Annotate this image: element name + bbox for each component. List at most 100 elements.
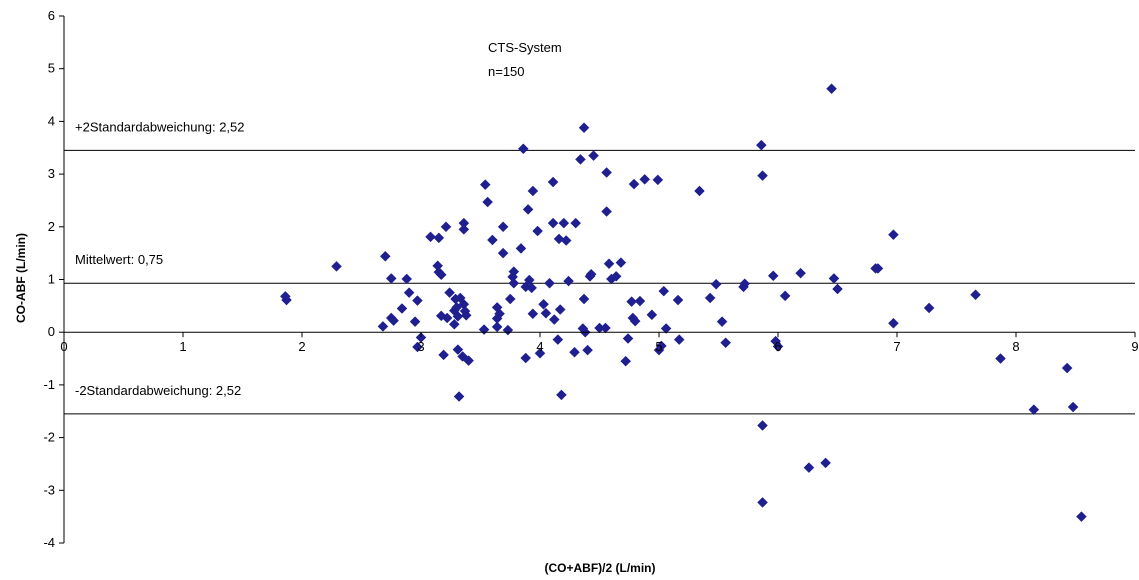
data-point — [772, 341, 784, 352]
data-point — [482, 196, 493, 208]
data-point — [600, 322, 611, 334]
data-point — [548, 314, 560, 325]
y-tick-label: 3 — [48, 166, 55, 181]
chart-subtitle: n=150 — [488, 64, 525, 79]
reference-lines: +2Standardabweichung: 2,52 Mittelwert: 0,… — [64, 119, 1135, 415]
data-point — [601, 206, 612, 217]
reference-line-label: +2Standardabweichung: 2,52 — [75, 119, 245, 134]
data-point — [563, 275, 574, 287]
data-point — [440, 221, 452, 233]
y-tick-label: -3 — [43, 482, 55, 497]
data-point — [656, 340, 667, 352]
data-point — [660, 323, 672, 334]
data-point — [409, 316, 421, 328]
data-point — [652, 174, 664, 186]
data-point — [441, 312, 453, 324]
data-point — [1028, 404, 1040, 416]
data-point — [494, 308, 505, 320]
axes: -4 -3 -2 -1 0 1 2 3 4 5 6 0 1 2 3 4 5 6 7 8 9 — [43, 8, 1138, 550]
data-point — [820, 457, 831, 469]
data-point — [558, 217, 570, 229]
x-tick-label: 2 — [298, 339, 305, 354]
data-point — [478, 324, 490, 335]
data-point — [553, 233, 565, 245]
x-tick-label: 1 — [179, 339, 186, 354]
data-point — [826, 83, 837, 95]
data-point — [540, 307, 552, 319]
data-point — [556, 389, 567, 401]
data-point — [487, 234, 498, 246]
y-tick-label: -1 — [43, 377, 55, 392]
x-tick-label: 0 — [60, 339, 67, 354]
data-point — [673, 334, 685, 345]
x-tick-label: 3 — [417, 339, 424, 354]
data-point — [522, 204, 534, 215]
data-point — [658, 285, 670, 297]
data-point — [923, 302, 935, 314]
x-tick-label: 6 — [774, 339, 781, 354]
y-tick-label: 1 — [48, 272, 55, 287]
data-point — [755, 139, 767, 151]
data-point — [639, 174, 651, 185]
data-point — [757, 497, 768, 508]
x-tick-label: 9 — [1131, 339, 1138, 354]
reference-line-label: -2Standardabweichung: 2,52 — [75, 383, 241, 398]
data-point — [620, 355, 632, 367]
data-point — [629, 315, 641, 327]
data-point — [757, 420, 768, 431]
data-point — [575, 153, 586, 165]
data-point — [534, 347, 546, 359]
data-point — [828, 273, 840, 284]
data-point — [491, 321, 503, 333]
data-point — [412, 295, 423, 306]
y-tick-label: -4 — [43, 535, 55, 550]
data-point — [872, 263, 884, 274]
data-point — [460, 309, 472, 321]
data-point — [438, 349, 449, 361]
data-point — [1067, 401, 1079, 413]
data-point — [672, 294, 684, 306]
data-point — [532, 225, 543, 237]
data-point — [379, 250, 391, 262]
data-point — [622, 333, 634, 344]
data-point — [888, 317, 899, 329]
data-point — [704, 292, 716, 304]
data-point — [603, 258, 615, 270]
data-point — [1061, 362, 1073, 374]
data-point — [560, 235, 572, 246]
data-point — [1076, 511, 1087, 523]
data-point — [497, 247, 509, 259]
reference-line-label: Mittelwert: 0,75 — [75, 252, 163, 267]
data-point — [615, 257, 627, 268]
y-tick-label: 2 — [48, 219, 55, 234]
data-point — [463, 355, 474, 367]
data-point — [710, 278, 722, 290]
data-point — [526, 282, 538, 294]
data-point — [453, 391, 465, 402]
data-point — [527, 308, 539, 320]
data-point — [995, 353, 1006, 364]
data-point — [385, 273, 397, 284]
data-point — [377, 321, 389, 332]
data-point — [452, 344, 464, 355]
data-point — [888, 229, 899, 241]
data-point — [610, 270, 622, 282]
data-point — [585, 268, 597, 280]
data-point — [331, 260, 342, 272]
data-point — [588, 150, 599, 162]
y-tick-label: 4 — [48, 113, 55, 128]
data-point — [739, 278, 751, 290]
data-point — [626, 296, 637, 307]
data-point — [444, 287, 455, 299]
data-point — [412, 341, 423, 353]
data-point — [634, 295, 646, 307]
data-point — [517, 143, 529, 155]
x-tick-label: 5 — [655, 339, 662, 354]
data-point — [415, 332, 427, 343]
data-point — [547, 217, 559, 229]
data-point — [281, 294, 292, 306]
data-point — [779, 290, 791, 302]
data-point — [578, 293, 590, 305]
data-point — [601, 167, 612, 178]
